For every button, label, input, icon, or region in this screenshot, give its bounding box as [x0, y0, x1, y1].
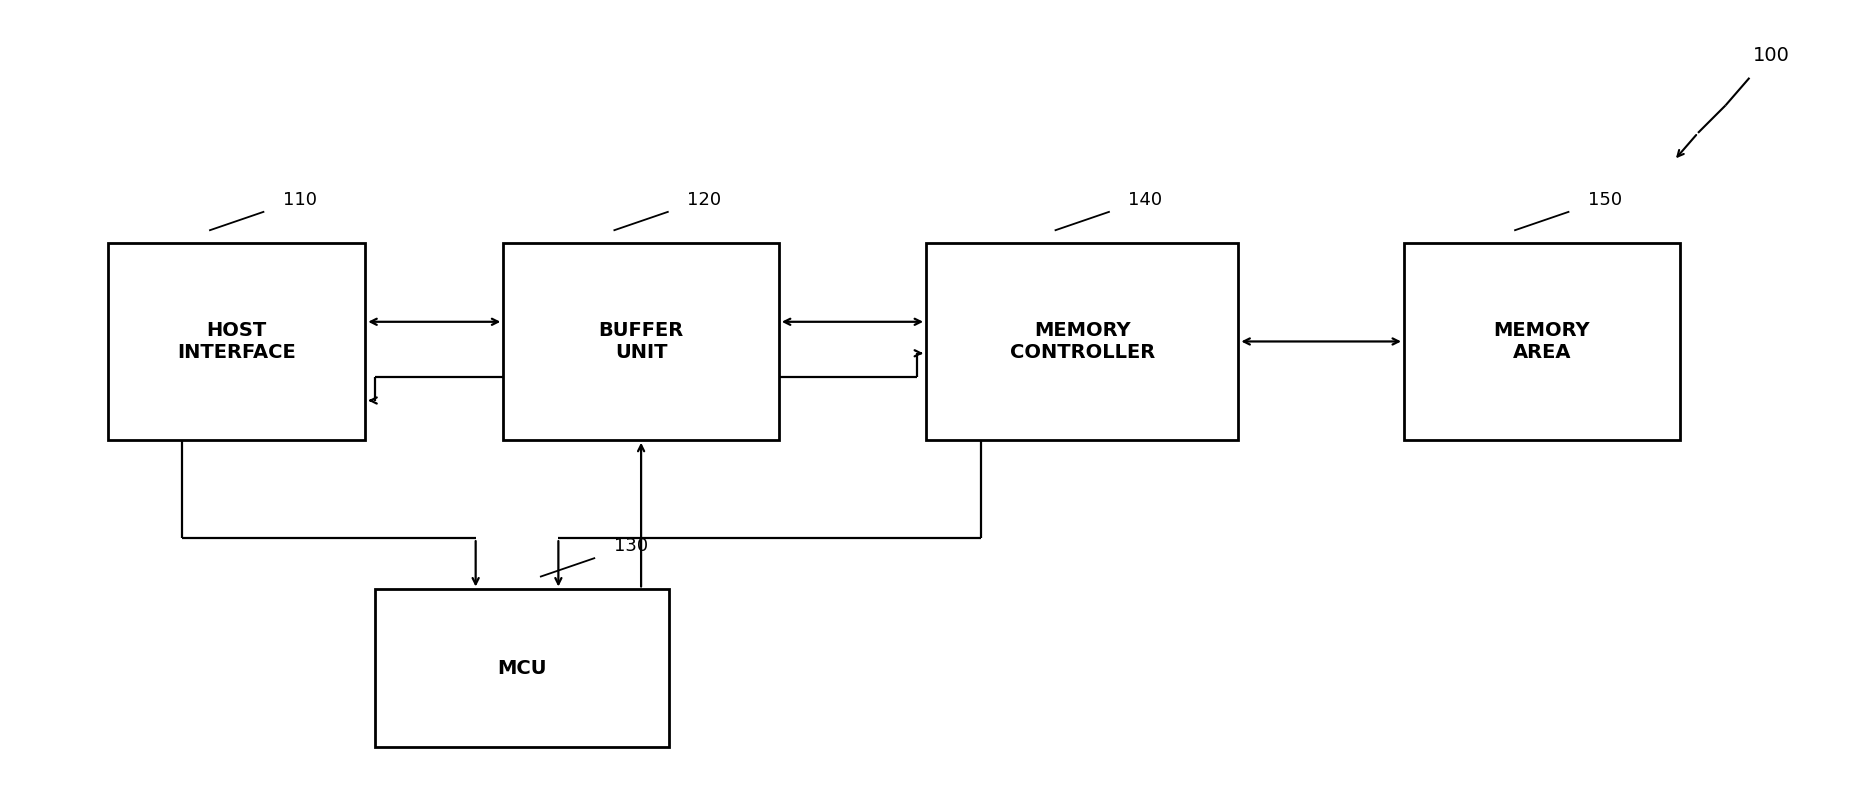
Text: MCU: MCU [496, 658, 546, 678]
FancyBboxPatch shape [374, 590, 669, 747]
Text: 120: 120 [687, 191, 720, 208]
Text: MEMORY
AREA: MEMORY AREA [1493, 321, 1591, 362]
Text: 130: 130 [613, 537, 648, 555]
Text: 150: 150 [1587, 191, 1622, 208]
Text: BUFFER
UNIT: BUFFER UNIT [598, 321, 683, 362]
Text: MEMORY
CONTROLLER: MEMORY CONTROLLER [1009, 321, 1156, 362]
Text: 110: 110 [283, 191, 317, 208]
Text: 140: 140 [1128, 191, 1163, 208]
FancyBboxPatch shape [1404, 243, 1680, 440]
FancyBboxPatch shape [926, 243, 1239, 440]
Text: 100: 100 [1754, 46, 1791, 66]
Text: HOST
INTERFACE: HOST INTERFACE [178, 321, 296, 362]
FancyBboxPatch shape [107, 243, 365, 440]
FancyBboxPatch shape [504, 243, 780, 440]
